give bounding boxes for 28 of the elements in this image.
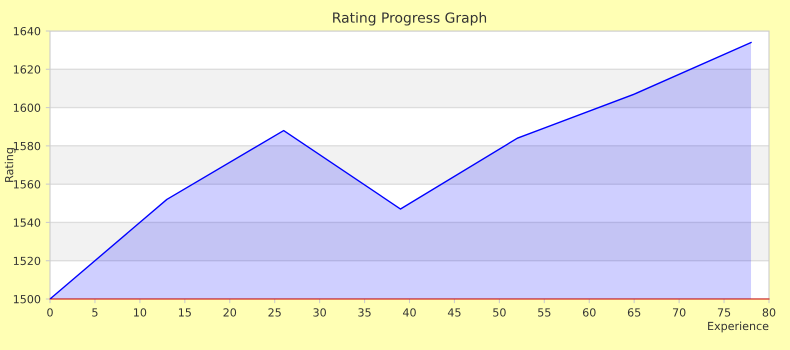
y-tick-label: 1580 bbox=[14, 142, 40, 150]
x-tick-label: 30 bbox=[313, 308, 326, 317]
y-tick-label: 1540 bbox=[14, 218, 40, 227]
x-tick-label: 70 bbox=[672, 308, 686, 317]
y-axis-title: Rating bbox=[4, 148, 16, 182]
x-axis-title: Experience bbox=[708, 322, 768, 332]
x-tick-label: 80 bbox=[762, 308, 776, 317]
x-tick-label: 5 bbox=[92, 308, 98, 317]
x-tick-label: 25 bbox=[268, 308, 281, 317]
y-tick-label: 1640 bbox=[14, 26, 40, 36]
y-tick-label: 1520 bbox=[14, 256, 40, 266]
x-tick-label: 35 bbox=[358, 308, 371, 317]
x-tick-label: 45 bbox=[448, 308, 461, 317]
x-tick-label: 15 bbox=[178, 308, 191, 317]
x-tick-label: 0 bbox=[47, 308, 53, 317]
y-tick-label: 1600 bbox=[14, 104, 40, 112]
x-tick-label: 50 bbox=[493, 308, 506, 317]
x-tick-label: 20 bbox=[223, 308, 236, 317]
chart-title: Rating Progress Graph bbox=[333, 12, 486, 26]
y-tick-label: 1560 bbox=[14, 180, 40, 189]
x-tick-label: 60 bbox=[582, 308, 596, 317]
x-tick-label: 65 bbox=[628, 308, 640, 317]
y-tick-label: 1620 bbox=[14, 65, 40, 74]
x-tick-label: 40 bbox=[402, 308, 416, 317]
y-tick-label: 1500 bbox=[14, 294, 40, 304]
x-tick-label: 10 bbox=[134, 308, 146, 317]
x-tick-label: 55 bbox=[538, 308, 550, 317]
x-tick-label: 75 bbox=[718, 308, 730, 317]
